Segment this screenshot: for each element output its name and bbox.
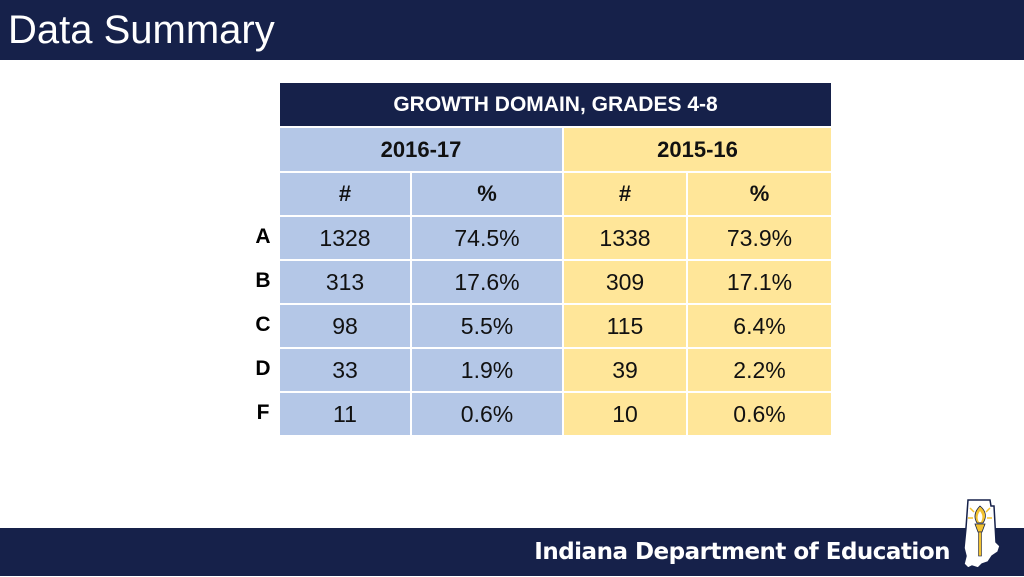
table-cell: 309 xyxy=(564,261,686,303)
subheader-percent-2016-17: % xyxy=(412,173,562,215)
table-cell: 0.6% xyxy=(412,393,562,435)
grade-label-b: B xyxy=(255,269,271,292)
grade-label-f: F xyxy=(256,401,270,424)
grade-label-a: A xyxy=(255,225,271,248)
grade-label-d: D xyxy=(255,357,271,380)
table-cell: 74.5% xyxy=(412,217,562,259)
subheader-count-2015-16: # xyxy=(564,173,686,215)
table-cell: 73.9% xyxy=(688,217,831,259)
table-cell: 17.6% xyxy=(412,261,562,303)
table-cell: 11 xyxy=(280,393,410,435)
table-cell: 2.2% xyxy=(688,349,831,391)
table-cell: 39 xyxy=(564,349,686,391)
table-cell: 1.9% xyxy=(412,349,562,391)
table-cell: 98 xyxy=(280,305,410,347)
table-cell: 1328 xyxy=(280,217,410,259)
indiana-torch-logo-icon xyxy=(960,498,1016,572)
title-bar: Data Summary xyxy=(0,0,1024,60)
year-header-2016-17: 2016-17 xyxy=(280,128,562,171)
table-heading: GROWTH DOMAIN, GRADES 4-8 xyxy=(280,83,831,126)
table-cell: 115 xyxy=(564,305,686,347)
footer-bar: Indiana Department of Education xyxy=(0,528,1024,576)
table-cell: 1338 xyxy=(564,217,686,259)
grade-label-c: C xyxy=(255,313,271,336)
table-cell: 5.5% xyxy=(412,305,562,347)
table-cell: 0.6% xyxy=(688,393,831,435)
year-header-2015-16: 2015-16 xyxy=(564,128,831,171)
table-cell: 313 xyxy=(280,261,410,303)
footer-org-name: Indiana Department of Education xyxy=(534,539,950,565)
table-cell: 33 xyxy=(280,349,410,391)
slide-title: Data Summary xyxy=(8,8,275,52)
table-cell: 10 xyxy=(564,393,686,435)
subheader-percent-2015-16: % xyxy=(688,173,831,215)
subheader-count-2016-17: # xyxy=(280,173,410,215)
table-cell: 17.1% xyxy=(688,261,831,303)
table-cell: 6.4% xyxy=(688,305,831,347)
